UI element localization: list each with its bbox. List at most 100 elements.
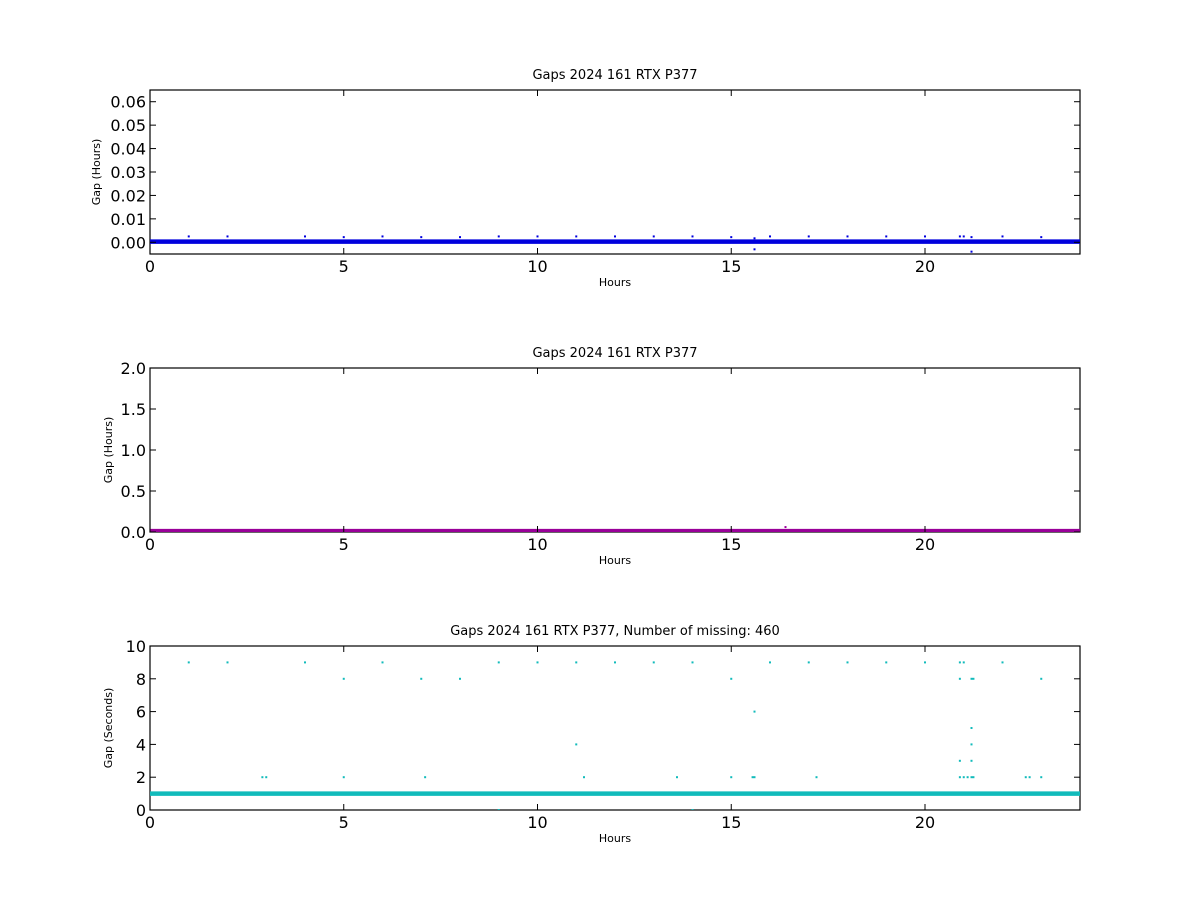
data-point	[304, 661, 306, 664]
data-point	[730, 776, 733, 779]
gap-seconds-panel-bottom: Gaps 2024 161 RTX P377, Number of missin…	[102, 624, 1081, 845]
data-point	[958, 759, 961, 762]
chart-title: Gaps 2024 161 RTX P377	[532, 346, 697, 361]
x-tick-label: 0	[145, 257, 155, 276]
data-point	[226, 661, 229, 664]
y-tick-label: 8	[136, 670, 146, 689]
data-point	[730, 236, 733, 239]
y-tick-label: 1.5	[121, 400, 146, 419]
y-axis-label: Gap (Hours)	[90, 139, 103, 206]
data-point	[769, 661, 771, 664]
data-point	[304, 235, 306, 238]
data-point	[972, 776, 975, 779]
data-marks	[150, 661, 1080, 810]
data-point	[265, 776, 268, 779]
x-axis-label: Hours	[599, 276, 631, 289]
data-point	[536, 661, 539, 664]
data-point	[769, 235, 771, 238]
data-point	[730, 677, 733, 680]
chart-title: Gaps 2024 161 RTX P377, Number of missin…	[450, 624, 780, 639]
data-point	[652, 661, 655, 664]
data-point	[970, 677, 973, 680]
x-tick-label: 10	[527, 813, 547, 832]
data-point	[691, 235, 694, 238]
data-point	[970, 776, 973, 779]
x-tick-label: 20	[915, 813, 935, 832]
data-point	[753, 248, 756, 251]
data-point	[420, 677, 423, 680]
data-point	[807, 661, 810, 664]
x-tick-label: 5	[339, 813, 349, 832]
axis-ticks: 0 5 10 15 20 0.0 0.5 1.0 1.5 2.0	[121, 359, 1080, 554]
data-point	[497, 235, 500, 238]
data-point	[970, 727, 973, 729]
y-tick-label: 2	[136, 768, 146, 787]
y-tick-label: 0.04	[110, 140, 146, 159]
y-tick-label: 0.00	[110, 233, 146, 252]
data-point	[459, 236, 461, 239]
data-point	[381, 661, 384, 664]
gap-hours-panel-top: Gaps 2024 161 RTX P377 0 5 10 15 200.000.010…	[90, 68, 1081, 289]
gap-hours-panel-middle: Gaps 2024 161 RTX P377 0 5 10 15 20 0.0 0.5 1.0…	[102, 346, 1081, 567]
data-point	[966, 776, 969, 779]
x-tick-label: 5	[339, 535, 349, 554]
x-tick-label: 20	[915, 535, 935, 554]
data-point	[753, 776, 756, 779]
data-point	[187, 235, 190, 238]
y-tick-label: 4	[136, 735, 146, 754]
x-tick-label: 15	[721, 813, 741, 832]
x-tick-label: 10	[527, 257, 547, 276]
data-point	[381, 235, 384, 238]
data-point	[962, 776, 965, 779]
data-point	[1040, 236, 1043, 239]
y-tick-label: 0.01	[110, 210, 146, 229]
data-point	[583, 776, 585, 779]
data-point	[459, 677, 461, 680]
data-point	[187, 661, 190, 664]
x-tick-label: 15	[721, 535, 741, 554]
data-point	[614, 235, 616, 238]
data-point	[751, 776, 754, 779]
data-point	[885, 235, 888, 238]
y-tick-label: 0.05	[110, 116, 146, 135]
y-tick-label: 0.06	[110, 93, 146, 112]
data-point	[420, 236, 423, 239]
data-point	[424, 776, 427, 779]
data-point	[1024, 776, 1027, 779]
data-point	[970, 759, 973, 762]
data-point	[846, 235, 849, 238]
data-point	[1040, 776, 1043, 779]
y-tick-label: 0.02	[110, 186, 146, 205]
data-point	[342, 236, 345, 239]
data-point	[970, 743, 973, 746]
x-tick-label: 20	[915, 257, 935, 276]
x-tick-label: 5	[339, 257, 349, 276]
data-point	[575, 661, 578, 664]
data-point	[691, 809, 694, 810]
chart-title: Gaps 2024 161 RTX P377	[532, 68, 697, 83]
data-point	[962, 661, 965, 664]
data-point	[1040, 677, 1043, 680]
data-point	[575, 235, 578, 238]
y-tick-label: 0	[136, 801, 146, 820]
axis-ticks: 0 5 10 15 20 0 2 4 6 8 10	[126, 637, 1080, 832]
data-point	[885, 661, 888, 664]
data-point	[924, 235, 926, 238]
data-point	[342, 677, 345, 680]
data-point	[958, 776, 961, 779]
data-point	[676, 776, 678, 779]
data-point	[958, 235, 961, 238]
data-point	[846, 661, 849, 664]
data-point	[958, 677, 961, 680]
plot-frame	[149, 367, 1081, 533]
data-point	[807, 235, 810, 238]
x-axis-label: Hours	[599, 554, 631, 567]
data-point	[970, 250, 973, 253]
data-point	[614, 661, 616, 664]
data-point	[1001, 235, 1004, 238]
y-tick-label: 10	[126, 637, 146, 656]
plot-frame	[149, 645, 1081, 811]
y-tick-label: 2.0	[121, 359, 146, 378]
y-axis-label: Gap (Seconds)	[102, 688, 115, 769]
